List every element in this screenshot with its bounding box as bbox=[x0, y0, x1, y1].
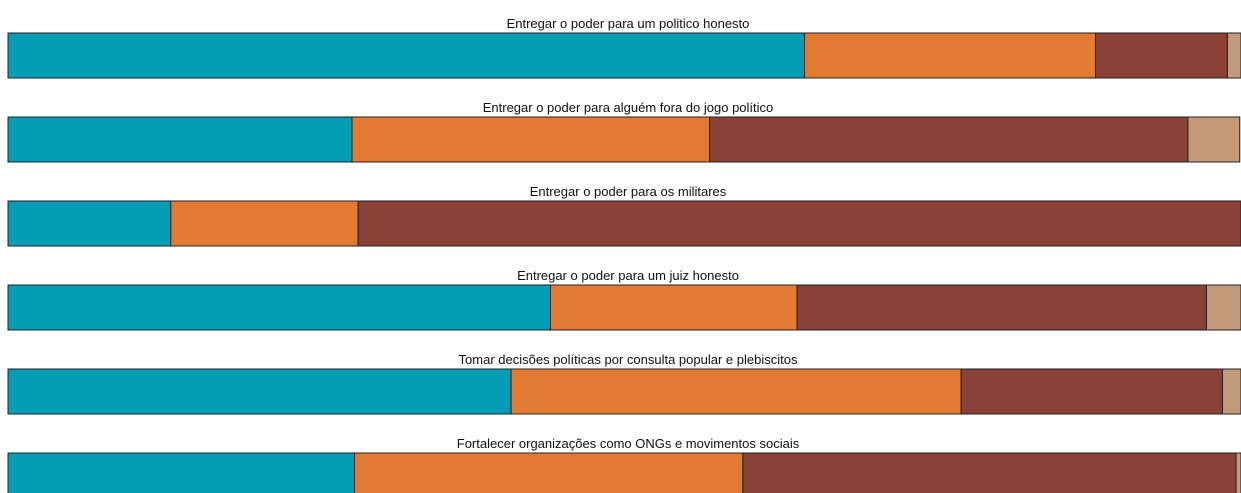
bar-segment bbox=[7, 116, 353, 163]
bar-title: Fortalecer organizações como ONGs e movi… bbox=[457, 436, 800, 451]
bar-segment bbox=[170, 200, 359, 247]
bar-segment bbox=[1205, 284, 1241, 331]
bar-segment bbox=[351, 116, 711, 163]
bar-segment bbox=[357, 200, 1241, 247]
bar-segment bbox=[550, 284, 798, 331]
bar-segment bbox=[1187, 116, 1241, 163]
bar-segment bbox=[7, 284, 552, 331]
bar-segment bbox=[7, 452, 355, 493]
bar-segment bbox=[353, 452, 744, 493]
bar-segment bbox=[1235, 452, 1241, 493]
bar-segment bbox=[1226, 32, 1241, 79]
bar-title: Entregar o poder para alguém fora do jog… bbox=[483, 100, 774, 115]
bar-segment bbox=[709, 116, 1189, 163]
bar-segment bbox=[742, 452, 1237, 493]
bar-segment bbox=[7, 32, 806, 79]
bar-segment bbox=[7, 200, 172, 247]
bar-segment bbox=[7, 368, 512, 415]
bar-title: Entregar o poder para um juiz honesto bbox=[517, 268, 739, 283]
bar-title: Tomar decisões políticas por consulta po… bbox=[459, 352, 798, 367]
bar-title: Entregar o poder para os militares bbox=[530, 184, 727, 199]
bar-segment bbox=[960, 368, 1224, 415]
bar-segment bbox=[1095, 32, 1228, 79]
bar-segment bbox=[510, 368, 962, 415]
bar-segment bbox=[796, 284, 1207, 331]
bar-title: Entregar o poder para um politico honest… bbox=[507, 16, 750, 31]
bar-segment bbox=[804, 32, 1097, 79]
bar-segment bbox=[1222, 368, 1241, 415]
